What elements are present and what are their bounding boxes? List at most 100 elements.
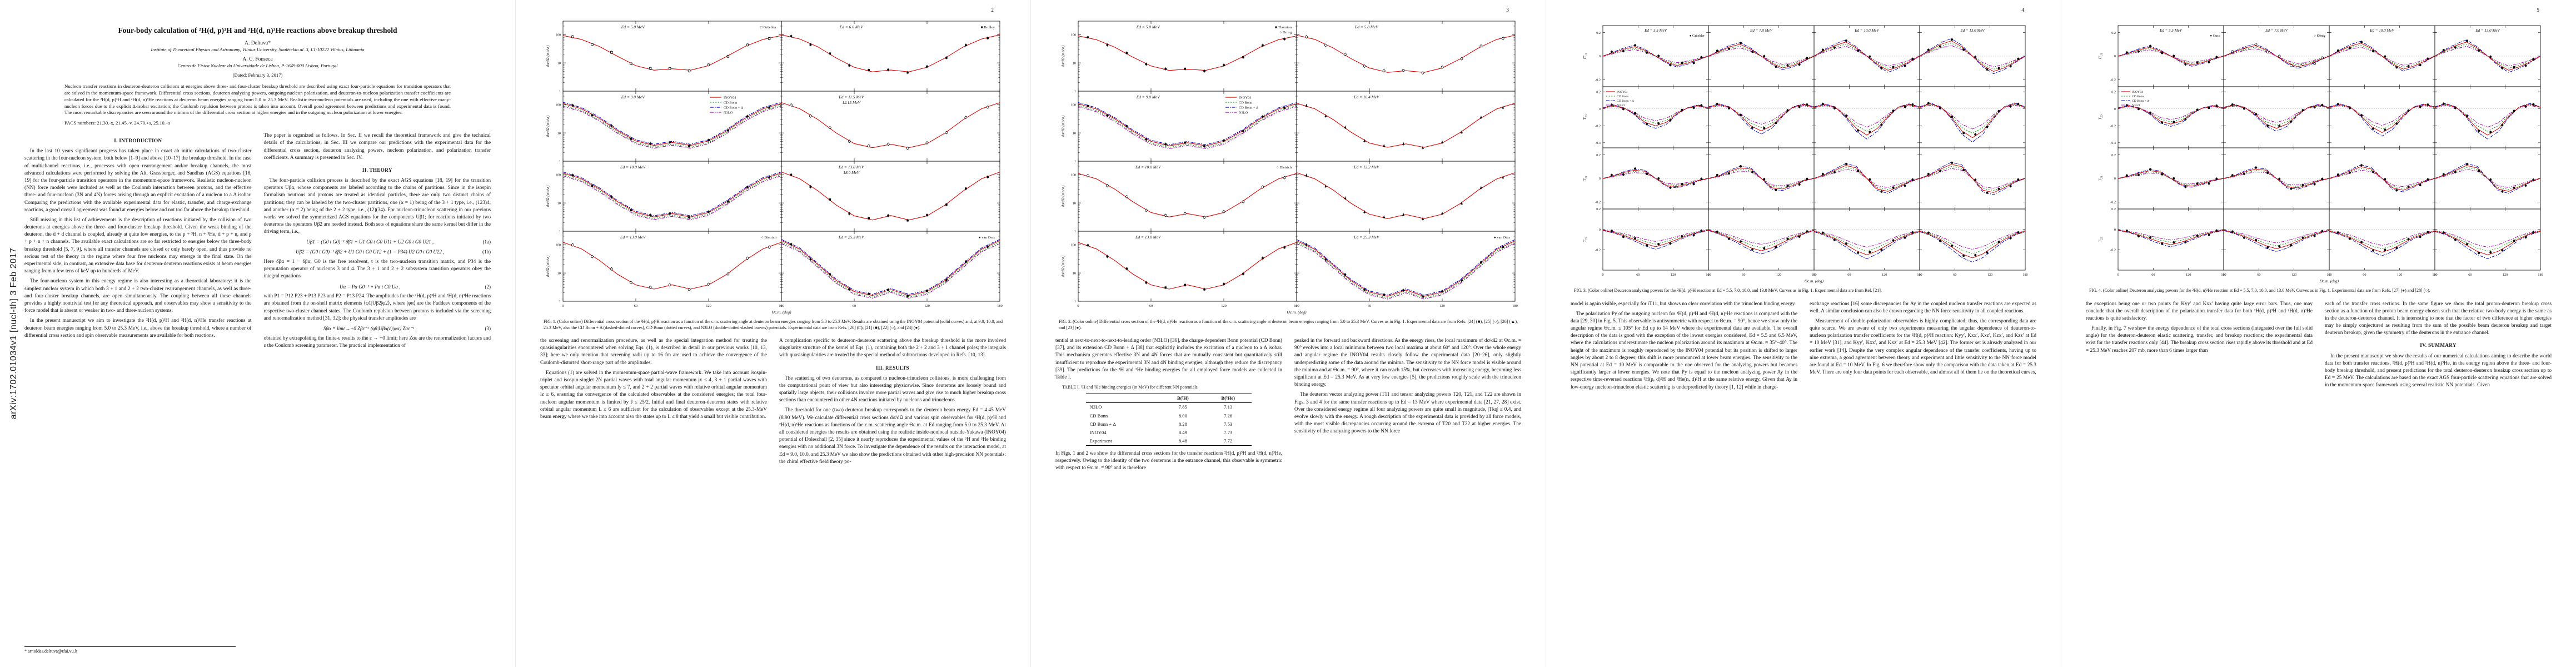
svg-text:Ed = 13.0 MeV: Ed = 13.0 MeV bbox=[1135, 235, 1162, 240]
chart-panel: -0.2 0 0.2 bbox=[2110, 147, 2224, 210]
chart-panel: -0.2 0 0.2 bbox=[1595, 147, 1709, 210]
paragraph: In the present manuscript we show the re… bbox=[2325, 353, 2552, 389]
svg-text:60: 60 bbox=[2468, 273, 2472, 277]
chart-panel: -0.2 0 0.2 0 60 120 180 bbox=[2110, 207, 2226, 277]
chart-panel: 1 10 100 Ed = 10.0 MeV ○ Dietrich dσ/dΩ (mb/s… bbox=[1062, 161, 1297, 233]
paragraph: In the last 10 years significant progres… bbox=[24, 148, 252, 213]
paragraph: model is again visible, especially for i… bbox=[1571, 301, 1796, 307]
svg-text:0: 0 bbox=[780, 304, 782, 308]
equation-3: Sβα = limε→+0 Zβε⁻¹ ⟨φβ|Uβα(ε)|φα⟩ Zαε⁻¹… bbox=[323, 326, 491, 332]
figure-2: 1 10 100 Ed = 5.0 MeV ■ Thornton ○ Drosg dσ/dΩ… bbox=[1055, 17, 1521, 331]
paragraph: each of the transfer cross sections. In … bbox=[2325, 301, 2552, 336]
svg-text:-0.2: -0.2 bbox=[2110, 201, 2116, 205]
svg-text:dσ/dΩ (mb/sr): dσ/dΩ (mb/sr) bbox=[546, 45, 550, 67]
chart-panel: 0 60 120 180 bbox=[2328, 208, 2438, 277]
svg-text:T21: T21 bbox=[2097, 176, 2104, 181]
svg-text:N3LO: N3LO bbox=[724, 111, 733, 115]
chart-panel bbox=[2329, 147, 2435, 210]
chart-panel: 1 10 100 Ed = 5.0 MeV □ Grüebler dσ/dΩ (mb/sr… bbox=[546, 21, 782, 93]
section-heading-introduction: I. INTRODUCTION bbox=[114, 138, 162, 144]
svg-text:CD Bonn: CD Bonn bbox=[2132, 95, 2144, 98]
chart-panel: 0 60 120 180 bbox=[2434, 208, 2543, 277]
svg-text:0.2: 0.2 bbox=[1596, 153, 1601, 157]
svg-text:180: 180 bbox=[1917, 273, 1922, 277]
chart-panel: Ed = 7.0 MeV ○ König bbox=[2223, 25, 2330, 87]
svg-text:100: 100 bbox=[1070, 33, 1076, 37]
figure-3-caption: FIG. 3. (Color online) Deuteron analyzin… bbox=[1574, 288, 1882, 293]
pacs-numbers: PACS numbers: 21.30.-x, 21.45.-v, 24.70.… bbox=[64, 120, 171, 126]
svg-text:Ed = 9.0 MeV: Ed = 9.0 MeV bbox=[621, 94, 645, 99]
chart-panel bbox=[1919, 147, 2026, 210]
svg-text:INOY04: INOY04 bbox=[2132, 91, 2143, 94]
page-1-col-2: The paper is organized as follows. In Se… bbox=[264, 132, 491, 352]
chart-panel: 1 10 100 Ed = 9.0 MeV INOY04 CD Bonn CD Bonn +… bbox=[1062, 91, 1297, 163]
paragraph: The scattering of two deuterons, as comp… bbox=[779, 375, 1006, 404]
svg-text:10: 10 bbox=[557, 61, 561, 65]
svg-text:Ed = 13.0 MeV: Ed = 13.0 MeV bbox=[1960, 28, 1985, 33]
svg-text:0: 0 bbox=[1599, 228, 1601, 232]
chart-panel bbox=[1813, 86, 1920, 148]
svg-text:0.2: 0.2 bbox=[2111, 207, 2116, 211]
svg-text:60: 60 bbox=[2257, 273, 2260, 277]
section-heading-theory: II. THEORY bbox=[362, 167, 392, 173]
figure-1: 1 10 100 Ed = 5.0 MeV □ Grüebler dσ/dΩ (mb/sr… bbox=[540, 17, 1006, 331]
svg-text:Ed = 11.5 MeV: Ed = 11.5 MeV bbox=[838, 94, 865, 99]
author-2: A. C. Fonseca bbox=[242, 56, 273, 63]
svg-text:0: 0 bbox=[2114, 228, 2116, 232]
page-3-col-2: peaked in the forward and backward direc… bbox=[1294, 337, 1521, 475]
svg-text:0: 0 bbox=[1707, 273, 1709, 277]
page-5-columns: the exceptions being one or two points f… bbox=[2086, 301, 2552, 392]
svg-text:Ed = 5.8 MeV: Ed = 5.8 MeV bbox=[1354, 24, 1379, 29]
svg-text:1: 1 bbox=[559, 160, 561, 163]
svg-text:dσ/dΩ (mb/sr): dσ/dΩ (mb/sr) bbox=[1062, 185, 1065, 207]
svg-text:1: 1 bbox=[1074, 230, 1076, 233]
svg-text:■ Thornton: ■ Thornton bbox=[1275, 26, 1292, 29]
svg-text:Ed = 5.0 MeV: Ed = 5.0 MeV bbox=[621, 24, 645, 29]
chart-panel: 1 10 100 Ed = 5.0 MeV ■ Thornton ○ Drosg dσ/dΩ… bbox=[1062, 21, 1297, 93]
svg-text:120: 120 bbox=[1776, 273, 1781, 277]
svg-text:0.2: 0.2 bbox=[1596, 31, 1601, 35]
paragraph: peaked in the forward and backward direc… bbox=[1294, 338, 1521, 388]
svg-text:Ed = 25.3 MeV: Ed = 25.3 MeV bbox=[1353, 235, 1380, 240]
figure-3: -0.2 0 0.2 Ed = 5.5 MeV ● Grüebler Ed = 7.0 M… bbox=[1571, 17, 2036, 294]
svg-text:○ Dietrich: ○ Dietrich bbox=[1277, 166, 1292, 170]
svg-text:● Guss: ● Guss bbox=[2210, 34, 2220, 38]
svg-text:-0.4: -0.4 bbox=[1595, 141, 1601, 145]
svg-text:N3LO: N3LO bbox=[1617, 104, 1625, 107]
figure-4: -0.2 0 0.2 Ed = 5.5 MeV ● Guss Ed = 7.0 MeV ○ … bbox=[2086, 17, 2552, 294]
chart-panel: -0.2 0 0.2 Ed = 5.5 MeV ● Guss bbox=[2110, 25, 2224, 87]
svg-text:60: 60 bbox=[1742, 273, 1745, 277]
svg-text:0: 0 bbox=[1077, 304, 1079, 308]
table-1: B(³H) B(³He) N3LO 7.85 7.13 CD Bonn 8.00 7.2… bbox=[1085, 394, 1252, 446]
table-header-cell: B(³H) bbox=[1177, 395, 1189, 401]
affiliation-2: Centro de Física Nuclear da Universidade… bbox=[177, 63, 338, 69]
svg-text:120: 120 bbox=[2186, 273, 2191, 277]
svg-text:180: 180 bbox=[1294, 304, 1299, 308]
svg-text:60: 60 bbox=[1847, 273, 1851, 277]
svg-text:Ed = 10.0 MeV: Ed = 10.0 MeV bbox=[620, 165, 646, 170]
svg-text:100: 100 bbox=[1070, 173, 1076, 177]
svg-text:60: 60 bbox=[2151, 273, 2155, 277]
paragraph: tential at next-to-next-to-next-to-leadi… bbox=[1055, 338, 1282, 381]
svg-text:10: 10 bbox=[1073, 61, 1076, 65]
figure-2-caption: FIG. 2. (Color online) Differential cros… bbox=[1059, 319, 1518, 330]
page-number: 3 bbox=[1506, 8, 1509, 13]
svg-text:iT11: iT11 bbox=[1582, 53, 1588, 59]
chart-panel: 0 60 120 180 bbox=[1919, 208, 2028, 277]
svg-text:180: 180 bbox=[997, 304, 1003, 308]
author-1: A. Deltuva* bbox=[245, 40, 271, 47]
paragraph: The paper is organized as follows. In Se… bbox=[263, 133, 491, 161]
page-4-columns: model is again visible, especially for i… bbox=[1571, 301, 2036, 394]
svg-text:180: 180 bbox=[1706, 273, 1711, 277]
svg-text:0: 0 bbox=[2114, 107, 2116, 111]
paragraph: obtained by extrapolating the finite-ε r… bbox=[263, 335, 491, 349]
svg-text:□ Grüebler: □ Grüebler bbox=[760, 26, 777, 29]
chart-panel: -0.2 0 0.2 Ed = 5.5 MeV ● Grüebler bbox=[1595, 25, 1709, 87]
paragraph: The threshold for one (two) deuteron bre… bbox=[779, 407, 1006, 465]
table-header-cell bbox=[1086, 394, 1162, 402]
paragraph: Finally, in Fig. 7 we show the energy de… bbox=[2086, 326, 2313, 354]
svg-text:180: 180 bbox=[1811, 273, 1816, 277]
table-row: CD Bonn 8.00 7.26 bbox=[1089, 412, 1233, 419]
svg-text:100: 100 bbox=[555, 103, 561, 107]
svg-text:CD Bonn + Δ: CD Bonn + Δ bbox=[724, 106, 743, 109]
